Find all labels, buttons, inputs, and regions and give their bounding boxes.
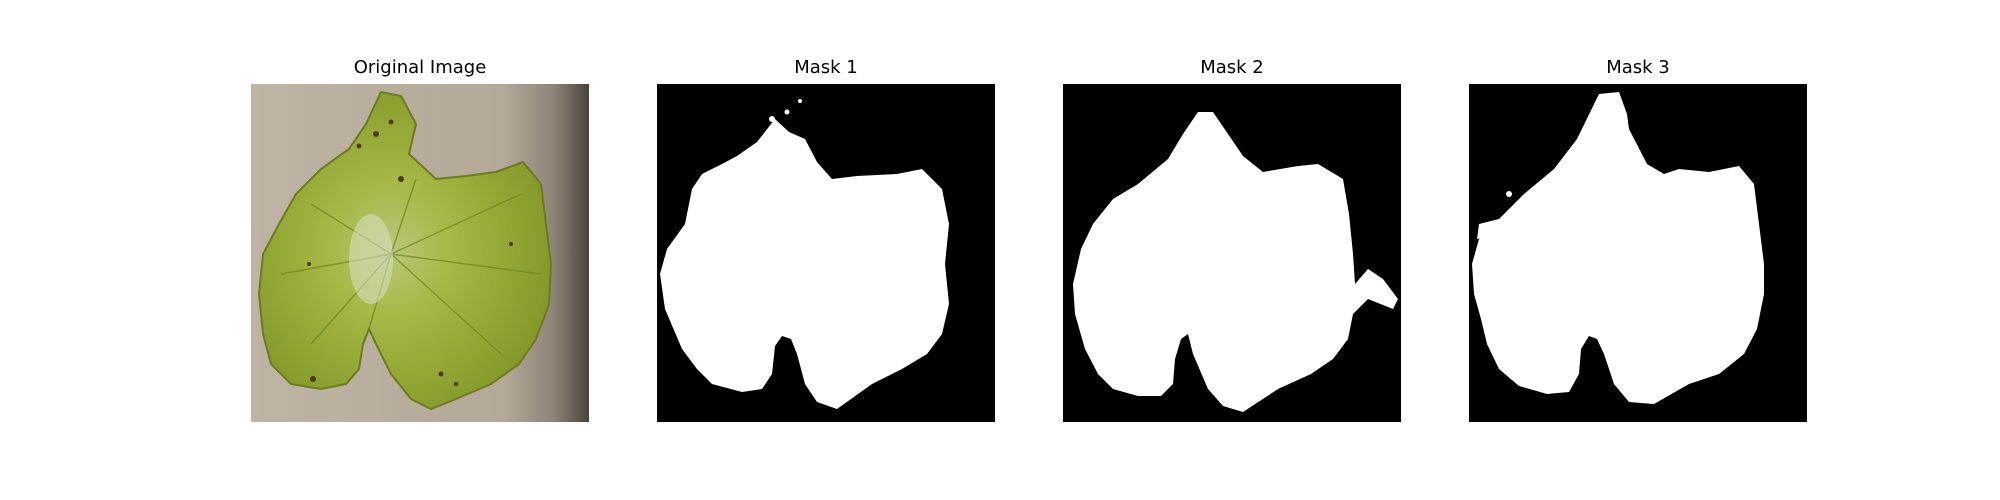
- panel-title: Mask 1: [794, 57, 858, 78]
- panel-title: Original Image: [353, 57, 487, 78]
- mask-1-image: [657, 84, 995, 422]
- leaf-mask-icon: [1469, 84, 1807, 422]
- mask-3-image: [1469, 84, 1807, 422]
- leaf-mask-icon: [657, 84, 995, 422]
- leaf-mask-icon: [1063, 84, 1401, 422]
- leaf-photo-icon: [251, 84, 589, 422]
- panel-title: Mask 2: [1200, 57, 1264, 78]
- original-leaf-photo: [251, 84, 589, 422]
- panel-title: Mask 3: [1606, 57, 1670, 78]
- mask-2-image: [1063, 84, 1401, 422]
